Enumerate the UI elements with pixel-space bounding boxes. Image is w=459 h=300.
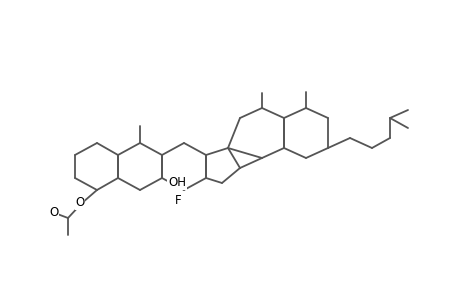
Text: O: O <box>49 206 58 218</box>
Text: F: F <box>174 194 181 206</box>
Text: OH: OH <box>168 176 185 190</box>
Text: O: O <box>75 196 84 209</box>
